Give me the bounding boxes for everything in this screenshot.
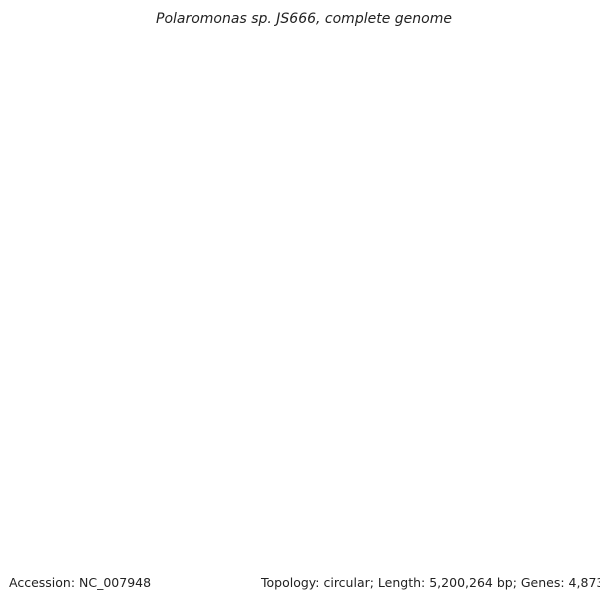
map-title: Polaromonas sp. JS666, complete genome: [156, 11, 452, 27]
accession-text: Accession: NC_007948: [6, 574, 155, 591]
genome-summary-text: Topology: circular; Length: 5,200,264 bp…: [258, 574, 600, 591]
title-box: Polaromonas sp. JS666, complete genome: [150, 6, 458, 29]
